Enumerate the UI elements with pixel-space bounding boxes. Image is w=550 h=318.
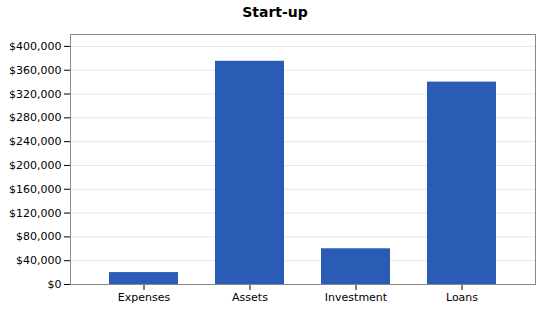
svg-text:$240,000: $240,000 [9, 135, 62, 148]
svg-text:$80,000: $80,000 [16, 230, 62, 243]
svg-text:$0: $0 [48, 278, 62, 291]
svg-text:$280,000: $280,000 [9, 111, 62, 124]
svg-text:Assets: Assets [232, 291, 268, 304]
svg-text:$360,000: $360,000 [9, 64, 62, 77]
svg-text:Investment: Investment [325, 291, 388, 304]
svg-text:Expenses: Expenses [118, 291, 171, 304]
html-text:Start-up: Start-up [242, 4, 308, 20]
svg-text:$400,000: $400,000 [9, 40, 62, 53]
svg-text:$120,000: $120,000 [9, 207, 62, 220]
svg-text:$160,000: $160,000 [9, 183, 62, 196]
svg-text:$320,000: $320,000 [9, 88, 62, 101]
svg-text:$40,000: $40,000 [16, 254, 62, 267]
svg-text:Loans: Loans [446, 291, 478, 304]
svg-text:$200,000: $200,000 [9, 159, 62, 172]
